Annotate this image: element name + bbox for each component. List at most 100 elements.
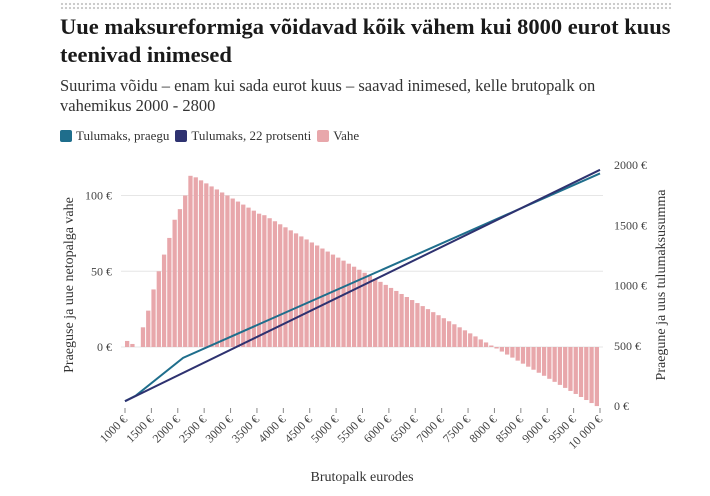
- bar-vahe: [415, 303, 420, 347]
- x-tick-label: 9000 €: [519, 412, 552, 445]
- bar-vahe: [446, 321, 452, 347]
- bar-vahe: [489, 345, 494, 347]
- line-series-tulumaks-22: [124, 168, 601, 403]
- bar-vahe: [288, 230, 293, 347]
- bar-vahe: [346, 263, 351, 347]
- bar-vahe: [193, 177, 198, 347]
- x-tick-label: 1500 €: [123, 412, 156, 445]
- bar-vahe: [584, 347, 589, 401]
- x-tick-label: 2500 €: [176, 412, 209, 445]
- bar-vahe: [362, 272, 367, 347]
- legend-swatch-vahe: [317, 130, 330, 142]
- bar-vahe: [468, 333, 473, 347]
- y-right-tick-label: 2000 €: [614, 158, 647, 172]
- bar-vahe: [373, 278, 378, 347]
- bar-vahe: [220, 192, 225, 347]
- bar-vahe: [388, 287, 394, 347]
- bar-vahe: [125, 340, 130, 347]
- legend: Tulumaks, praegu Tulumaks, 22 protsenti …: [60, 128, 365, 144]
- y-left-tick-label: 50 €: [91, 264, 112, 278]
- bar-vahe: [241, 204, 246, 347]
- bar-vahe: [510, 347, 515, 358]
- y-right-tick-label: 1500 €: [614, 218, 647, 232]
- bar-vahe: [283, 227, 288, 347]
- x-tick-label: 4000 €: [255, 412, 288, 445]
- bar-vahe: [563, 347, 568, 388]
- bar-vahe: [188, 175, 193, 347]
- bar-vahe: [494, 347, 499, 349]
- bar-vahe: [172, 219, 177, 347]
- bar-vahe: [483, 342, 489, 347]
- legend-item-vahe: Vahe: [317, 128, 359, 144]
- bar-vahe: [304, 239, 309, 347]
- bar-vahe: [225, 195, 230, 347]
- bar-vahe: [378, 281, 383, 347]
- legend-label-tulumaks-praegu: Tulumaks, praegu: [76, 128, 170, 143]
- bar-vahe: [594, 347, 599, 407]
- chart-title: Uue maksureformiga võidavad kõik vähem k…: [60, 14, 671, 67]
- y-right-axis-title: Praegune ja uus tulumaksusumma: [654, 189, 669, 381]
- bar-vahe: [146, 310, 151, 347]
- bar-vahe: [204, 183, 209, 347]
- bar-vahe: [383, 284, 388, 347]
- y-left-tick-label: 100 €: [85, 189, 112, 203]
- bar-vahe: [531, 347, 536, 370]
- bar-vahe: [167, 237, 172, 347]
- bar-vahe: [367, 275, 373, 347]
- bar-vahe: [336, 257, 341, 347]
- legend-swatch-tulumaks-praegu: [60, 130, 72, 142]
- bar-vahe: [557, 347, 563, 385]
- bar-vahe: [452, 324, 457, 347]
- bar-vahe: [161, 254, 167, 347]
- bar-vahe: [262, 215, 267, 347]
- bar-vahe: [235, 201, 241, 347]
- bar-vahe: [315, 245, 320, 347]
- bar-vahe: [309, 242, 314, 347]
- bar-vahe: [568, 347, 573, 391]
- x-tick-label: 5000 €: [308, 412, 341, 445]
- x-tick-label: 7000 €: [414, 412, 447, 445]
- y-left-tick-label: 0 €: [97, 340, 112, 354]
- bar-vahe: [462, 330, 468, 347]
- y-left-axis-title: Praeguse ja uue netopalga vahe: [62, 197, 77, 373]
- bar-vahe: [478, 339, 483, 347]
- x-tick-label: 6500 €: [387, 412, 420, 445]
- bar-vahe: [209, 186, 214, 347]
- x-tick-label: 8500 €: [493, 412, 526, 445]
- bar-vahe: [578, 347, 584, 397]
- y-right-tick-label: 1000 €: [614, 279, 647, 293]
- x-tick-label: 6000 €: [361, 412, 394, 445]
- bar-vahe: [420, 306, 425, 347]
- bar-vahe: [278, 224, 283, 347]
- bar-vahe: [130, 343, 135, 347]
- bar-vahe: [536, 347, 541, 373]
- bar-vahe: [589, 347, 594, 404]
- y-right-tick-label: 0 €: [614, 399, 629, 413]
- top-dotted-rule: [60, 2, 672, 11]
- legend-item-tulumaks-22: Tulumaks, 22 protsenti: [175, 128, 311, 144]
- bar-vahe: [230, 198, 235, 347]
- x-axis-title: Brutopalk eurodes: [310, 470, 413, 485]
- bar-vahe: [520, 347, 526, 364]
- legend-label-vahe: Vahe: [333, 128, 360, 143]
- bar-vahe: [394, 290, 399, 347]
- bar-vahe: [547, 347, 552, 379]
- bar-vahe: [431, 312, 436, 347]
- bar-vahe: [151, 289, 156, 347]
- legend-swatch-tulumaks-22: [175, 130, 188, 142]
- legend-label-tulumaks-22: Tulumaks, 22 protsenti: [191, 128, 312, 143]
- bar-vahe: [410, 300, 415, 347]
- legend-item-tulumaks-praegu: Tulumaks, praegu: [60, 128, 169, 144]
- x-tick-label: 2000 €: [150, 412, 183, 445]
- bar-vahe: [214, 189, 219, 347]
- x-tick-label: 5500 €: [334, 412, 367, 445]
- bar-vahe: [140, 327, 146, 347]
- x-tick-label: 3000 €: [202, 412, 235, 445]
- bar-vahe: [399, 293, 404, 347]
- bar-vahe: [341, 260, 346, 347]
- x-tick-label: 7500 €: [440, 412, 473, 445]
- bar-vahe: [320, 248, 325, 347]
- bar-vahe: [541, 347, 547, 376]
- bar-vahe: [251, 210, 256, 347]
